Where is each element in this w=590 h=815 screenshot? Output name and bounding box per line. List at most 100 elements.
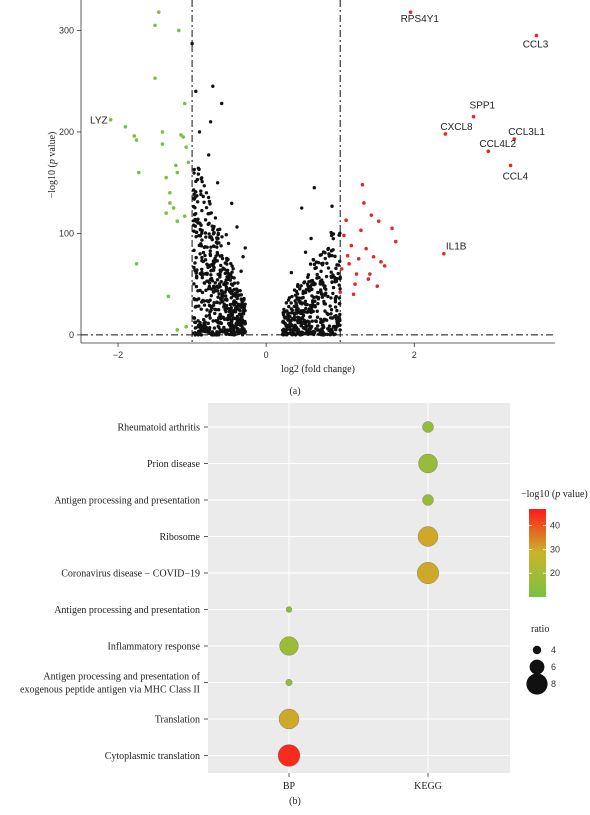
ns-point [309,236,313,241]
up-point [408,10,413,14]
ns-point [330,280,334,285]
up-point [390,226,394,231]
ns-point [230,326,234,330]
ns-point [323,317,327,322]
down-point [171,206,176,210]
ns-point [312,262,317,267]
ns-point [224,232,228,237]
ns-point [334,276,339,281]
ns-point [320,295,325,299]
ns-point [229,296,233,300]
ns-point [218,301,222,305]
up-point [351,292,356,297]
category-label: KEGG [414,781,442,792]
ns-point [215,236,219,240]
volcano-plot: −2 0 2 0 100 200 300 RPS4Y1 CCL3 LYZ SPP1 CXCL8 CCL… [47,0,555,397]
ns-point [326,312,330,317]
ns-point [333,296,338,300]
ns-point [321,250,326,254]
ns-point [218,254,222,258]
ns-point [215,241,219,245]
ns-point [330,253,334,258]
ns-point [313,266,317,271]
ns-point [213,281,217,285]
ns-point [218,312,222,317]
enrichment-point [277,744,301,767]
ns-point [222,305,226,309]
ns-point [199,228,203,232]
ns-point [239,331,243,335]
ns-point [193,224,198,228]
ns-point [236,281,240,285]
ns-point [207,211,212,216]
down-point [153,23,157,28]
ns-point [218,272,222,276]
size-legend-title: ratio [531,624,549,635]
ns-point [282,327,286,332]
ns-point [231,288,235,293]
up-point [486,149,491,154]
ns-point [298,287,302,291]
up-point [353,282,357,286]
color-legend: −log10 (p value) 20 30 40 [521,489,588,597]
ns-point [194,89,198,94]
ns-point [292,288,297,292]
ns-point [216,285,220,290]
ns-point [202,184,206,188]
ns-point [193,268,197,272]
x-tick-label: 2 [412,350,417,360]
ns-point [234,325,238,329]
up-point [368,272,372,276]
up-point [471,114,476,119]
ns-point [316,324,320,328]
ns-point [335,322,340,326]
category-labels: BP KEGG [283,773,442,792]
down-point [123,125,128,129]
ns-point [337,283,341,287]
down-point [168,201,172,205]
ns-point [282,315,287,319]
ns-point [243,246,247,250]
ns-point [300,301,305,305]
up-point [443,132,448,136]
ns-point [219,263,223,268]
ns-point [200,267,204,271]
down-point [160,142,165,146]
up-point [360,182,365,187]
ns-point [220,256,225,261]
term-label: Antigen processing and presentation of [43,672,200,683]
ns-point [300,316,305,320]
ns-point [235,296,239,301]
enrichment-dot-plot: Rheumatoid arthritis Prion disease Antigen… [20,403,588,807]
ns-point [299,284,303,288]
ns-point [292,318,297,322]
ns-point [209,293,214,298]
ns-point [193,331,197,335]
ns-point [209,333,214,337]
ns-point [226,257,230,262]
ns-point [214,307,218,312]
ns-point [319,317,323,321]
up-point [369,213,374,217]
ns-point [205,327,210,331]
ns-point [207,232,211,236]
ns-point [193,305,198,309]
ns-point [328,333,333,337]
ns-point [209,245,213,249]
ns-point [302,326,307,331]
up-point [349,243,354,248]
ns-point [229,282,234,286]
ns-point [202,200,206,204]
ns-point [197,233,201,238]
ns-point [232,292,236,296]
up-point [534,33,539,38]
ns-point [319,269,323,274]
ns-point [202,299,206,303]
ns-point [301,291,305,296]
ns-point [289,307,294,311]
ns-point [304,287,309,292]
up-point [512,137,517,141]
ns-point [337,233,341,237]
ns-point [230,270,234,274]
